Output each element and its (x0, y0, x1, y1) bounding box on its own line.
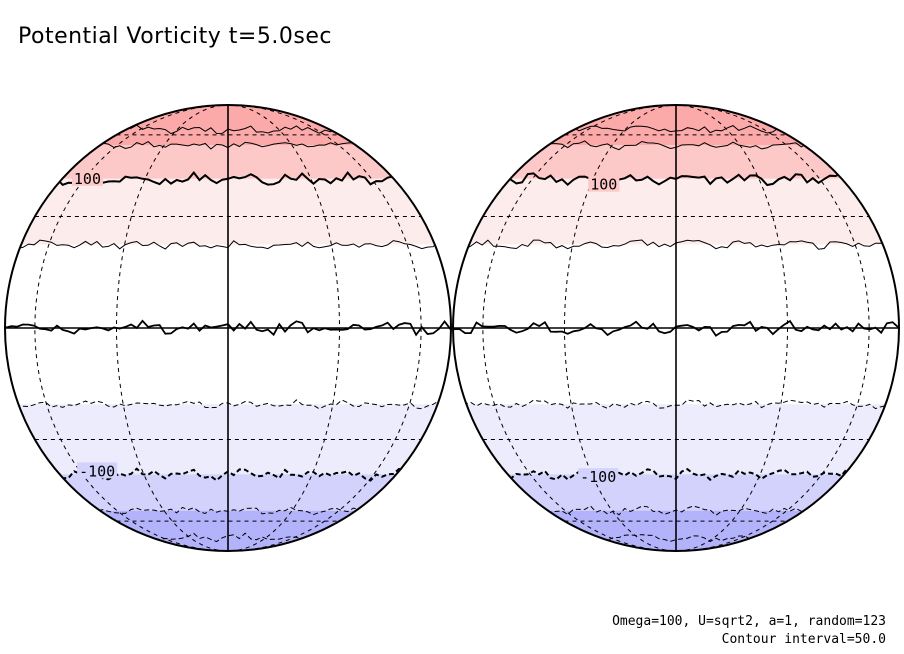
right-hemisphere-meridian-30 (564, 105, 788, 551)
left-hemisphere-label-bg-0 (71, 169, 103, 186)
right-hemisphere-outline (452, 104, 900, 552)
left-hemisphere: 100 -100 (4, 104, 452, 552)
right-hemisphere-contour-label: 100 (590, 176, 617, 194)
contour-interval-caption: Contour interval=50.0 (721, 632, 886, 647)
left-hemisphere-outline (4, 104, 452, 552)
right-hemisphere-label-bg-0 (588, 175, 620, 192)
right-hemisphere: 100 -100 (452, 104, 900, 552)
left-hemisphere-label-bg-1 (77, 462, 118, 479)
right-hemisphere-meridian-60 (482, 105, 870, 551)
left-hemisphere-meridian-60 (34, 105, 422, 551)
chart-title: Potential Vorticity t=5.0sec (18, 24, 332, 49)
left-hemisphere-contour-label: 100 (74, 170, 101, 188)
left-hemisphere-meridian-30 (116, 105, 340, 551)
left-hemisphere-contour-label: -100 (79, 462, 115, 480)
parameters-caption: Omega=100, U=sqrt2, a=1, random=123 (612, 614, 886, 629)
right-hemisphere-contour-label: -100 (580, 468, 616, 486)
right-hemisphere-label-bg-1 (578, 468, 619, 485)
